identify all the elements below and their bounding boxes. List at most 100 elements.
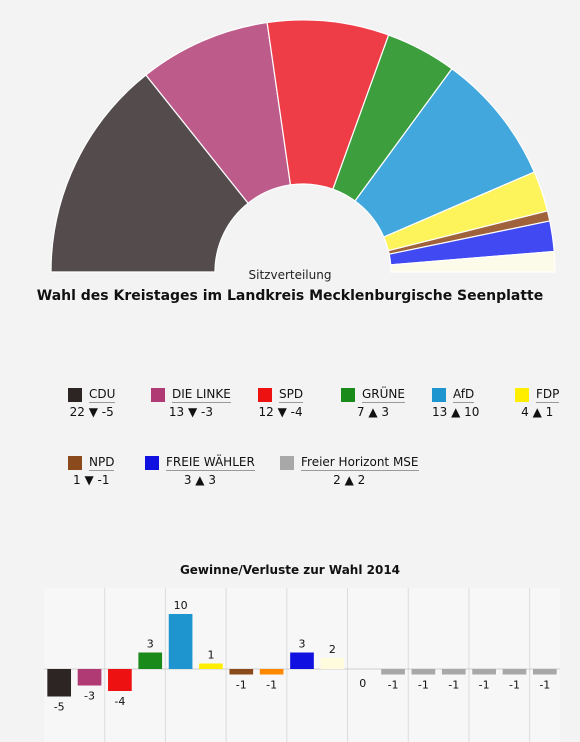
bar-value-label: -5 <box>54 701 65 714</box>
triangle-up-icon: ▲ <box>528 405 546 419</box>
triangle-down-icon: ▼ <box>184 405 201 419</box>
seat-count: 1 <box>72 473 81 487</box>
legend-stats-gruene: 7 ▲ 3 <box>341 405 405 419</box>
bar-value-label: -4 <box>114 695 125 708</box>
change-bar <box>108 669 132 691</box>
triangle-down-icon: ▼ <box>273 405 291 419</box>
seat-count: 4 <box>521 405 529 419</box>
seat-slice-cdu <box>50 74 249 273</box>
seat-count: 2 <box>333 473 341 487</box>
legend-label-afd: AfD <box>453 387 475 403</box>
bar-value-label: -1 <box>418 679 429 692</box>
legend-item-cdu: CDU 22 ▼ -5 <box>68 387 116 419</box>
legend-label-fdp: FDP <box>536 387 560 403</box>
seat-change: -4 <box>290 405 303 419</box>
change-bar <box>259 669 284 675</box>
bar-value-label: -3 <box>84 690 95 703</box>
seat-change: 10 <box>464 405 480 419</box>
bar-value-label: 3 <box>299 638 306 651</box>
seat-change: -3 <box>201 405 213 419</box>
change-bar <box>320 658 345 669</box>
legend-stats-afd: 13 ▲ 10 <box>432 405 479 419</box>
seat-chart-title: Wahl des Kreistages im Landkreis Mecklen… <box>36 288 544 304</box>
bar-value-label: 3 <box>147 638 154 651</box>
seat-slice-afd <box>354 67 536 238</box>
seat-change: 3 <box>208 473 216 487</box>
legend-swatch-spd <box>258 388 272 402</box>
bar-value-label: -1 <box>266 679 277 692</box>
legend-stats-npd: 1 ▼ -1 <box>68 473 114 487</box>
legend-stats-cdu: 22 ▼ -5 <box>68 405 115 419</box>
legend-label-spd: SPD <box>279 387 304 403</box>
seat-count: 13 <box>432 405 448 419</box>
change-bar <box>441 669 466 675</box>
seat-change: -5 <box>101 405 114 419</box>
legend-label-npd: NPD <box>89 455 115 471</box>
triangle-up-icon: ▲ <box>447 405 465 419</box>
legend-stats-freier-horizont-mse: 2 ▲ 2 <box>280 473 419 487</box>
triangle-down-icon: ▼ <box>84 405 102 419</box>
legend-item-afd: AfD 13 ▲ 10 <box>432 387 479 419</box>
legend-label-die-linke: DIE LINKE <box>172 387 231 403</box>
change-bar <box>411 669 436 675</box>
legend-item-freier-horizont-mse: Freier Horizont MSE 2 ▲ 2 <box>280 455 419 487</box>
legend-label-cdu: CDU <box>89 387 116 403</box>
change-bar <box>472 669 496 675</box>
legend-swatch-die-linke <box>151 388 165 402</box>
change-bar <box>168 614 193 669</box>
legend-swatch-npd <box>68 456 82 470</box>
bar-value-label: 0 <box>359 677 366 690</box>
legend-swatch-freier-horizont-mse <box>280 456 294 470</box>
seat-count: 13 <box>168 405 185 419</box>
bar-value-label: -1 <box>479 679 490 692</box>
legend-stats-fdp: 4 ▲ 1 <box>515 405 559 419</box>
bar-value-label: 10 <box>174 599 188 612</box>
bar-value-label: -1 <box>388 679 399 692</box>
bar-value-label: -1 <box>509 679 520 692</box>
seat-change: 1 <box>545 405 554 419</box>
legend-stats-spd: 12 ▼ -4 <box>258 405 303 419</box>
legend-swatch-gruene <box>341 388 355 402</box>
bar-value-label: -1 <box>539 679 550 692</box>
seat-slice-freier-horizont-mse <box>390 250 556 273</box>
change-bar <box>290 652 314 669</box>
seat-count: 3 <box>183 473 192 487</box>
change-bar <box>77 669 102 686</box>
triangle-down-icon: ▼ <box>80 473 98 487</box>
seat-count: 12 <box>258 405 274 419</box>
legend-item-spd: SPD 12 ▼ -4 <box>258 387 304 419</box>
bar-value-label: -1 <box>448 679 459 692</box>
seat-count: 22 <box>69 405 85 419</box>
bar-value-label: -1 <box>236 679 247 692</box>
legend-stats-freie-waehler: 3 ▲ 3 <box>145 473 255 487</box>
legend-swatch-fdp <box>515 388 529 402</box>
seat-change: -1 <box>97 473 110 487</box>
change-bar <box>138 652 163 669</box>
legend-label-gruene: GRÜNE <box>362 387 405 403</box>
legend-item-gruene: GRÜNE 7 ▲ 3 <box>341 387 405 419</box>
bar-value-label: 2 <box>329 643 336 656</box>
seat-slice-die-linke <box>145 21 292 205</box>
triangle-up-icon: ▲ <box>340 473 358 487</box>
change-bar <box>229 669 254 675</box>
legend-swatch-cdu <box>68 388 82 402</box>
legend-stats-die-linke: 13 ▼ -3 <box>151 405 231 419</box>
change-bar <box>47 669 72 697</box>
legend-label-freie-waehler: FREIE WÄHLER <box>166 455 255 471</box>
legend-item-freie-waehler: FREIE WÄHLER 3 ▲ 3 <box>145 455 255 487</box>
legend-item-fdp: FDP 4 ▲ 1 <box>515 387 560 419</box>
legend-item-die-linke: DIE LINKE 13 ▼ -3 <box>151 387 231 419</box>
change-bar <box>199 663 223 669</box>
change-chart-title: Gewinne/Verluste zur Wahl 2014 <box>179 563 401 577</box>
legend-swatch-afd <box>432 388 446 402</box>
triangle-up-icon: ▲ <box>191 473 209 487</box>
seat-distribution-chart <box>50 19 556 273</box>
legend-item-npd: NPD 1 ▼ -1 <box>68 455 115 487</box>
legend-swatch-freie-waehler <box>145 456 159 470</box>
change-bar <box>502 669 527 675</box>
triangle-up-icon: ▲ <box>364 405 382 419</box>
change-bar <box>381 669 405 675</box>
bar-value-label: 1 <box>207 649 214 662</box>
change-bar <box>532 669 557 675</box>
seat-count: 7 <box>356 405 365 419</box>
